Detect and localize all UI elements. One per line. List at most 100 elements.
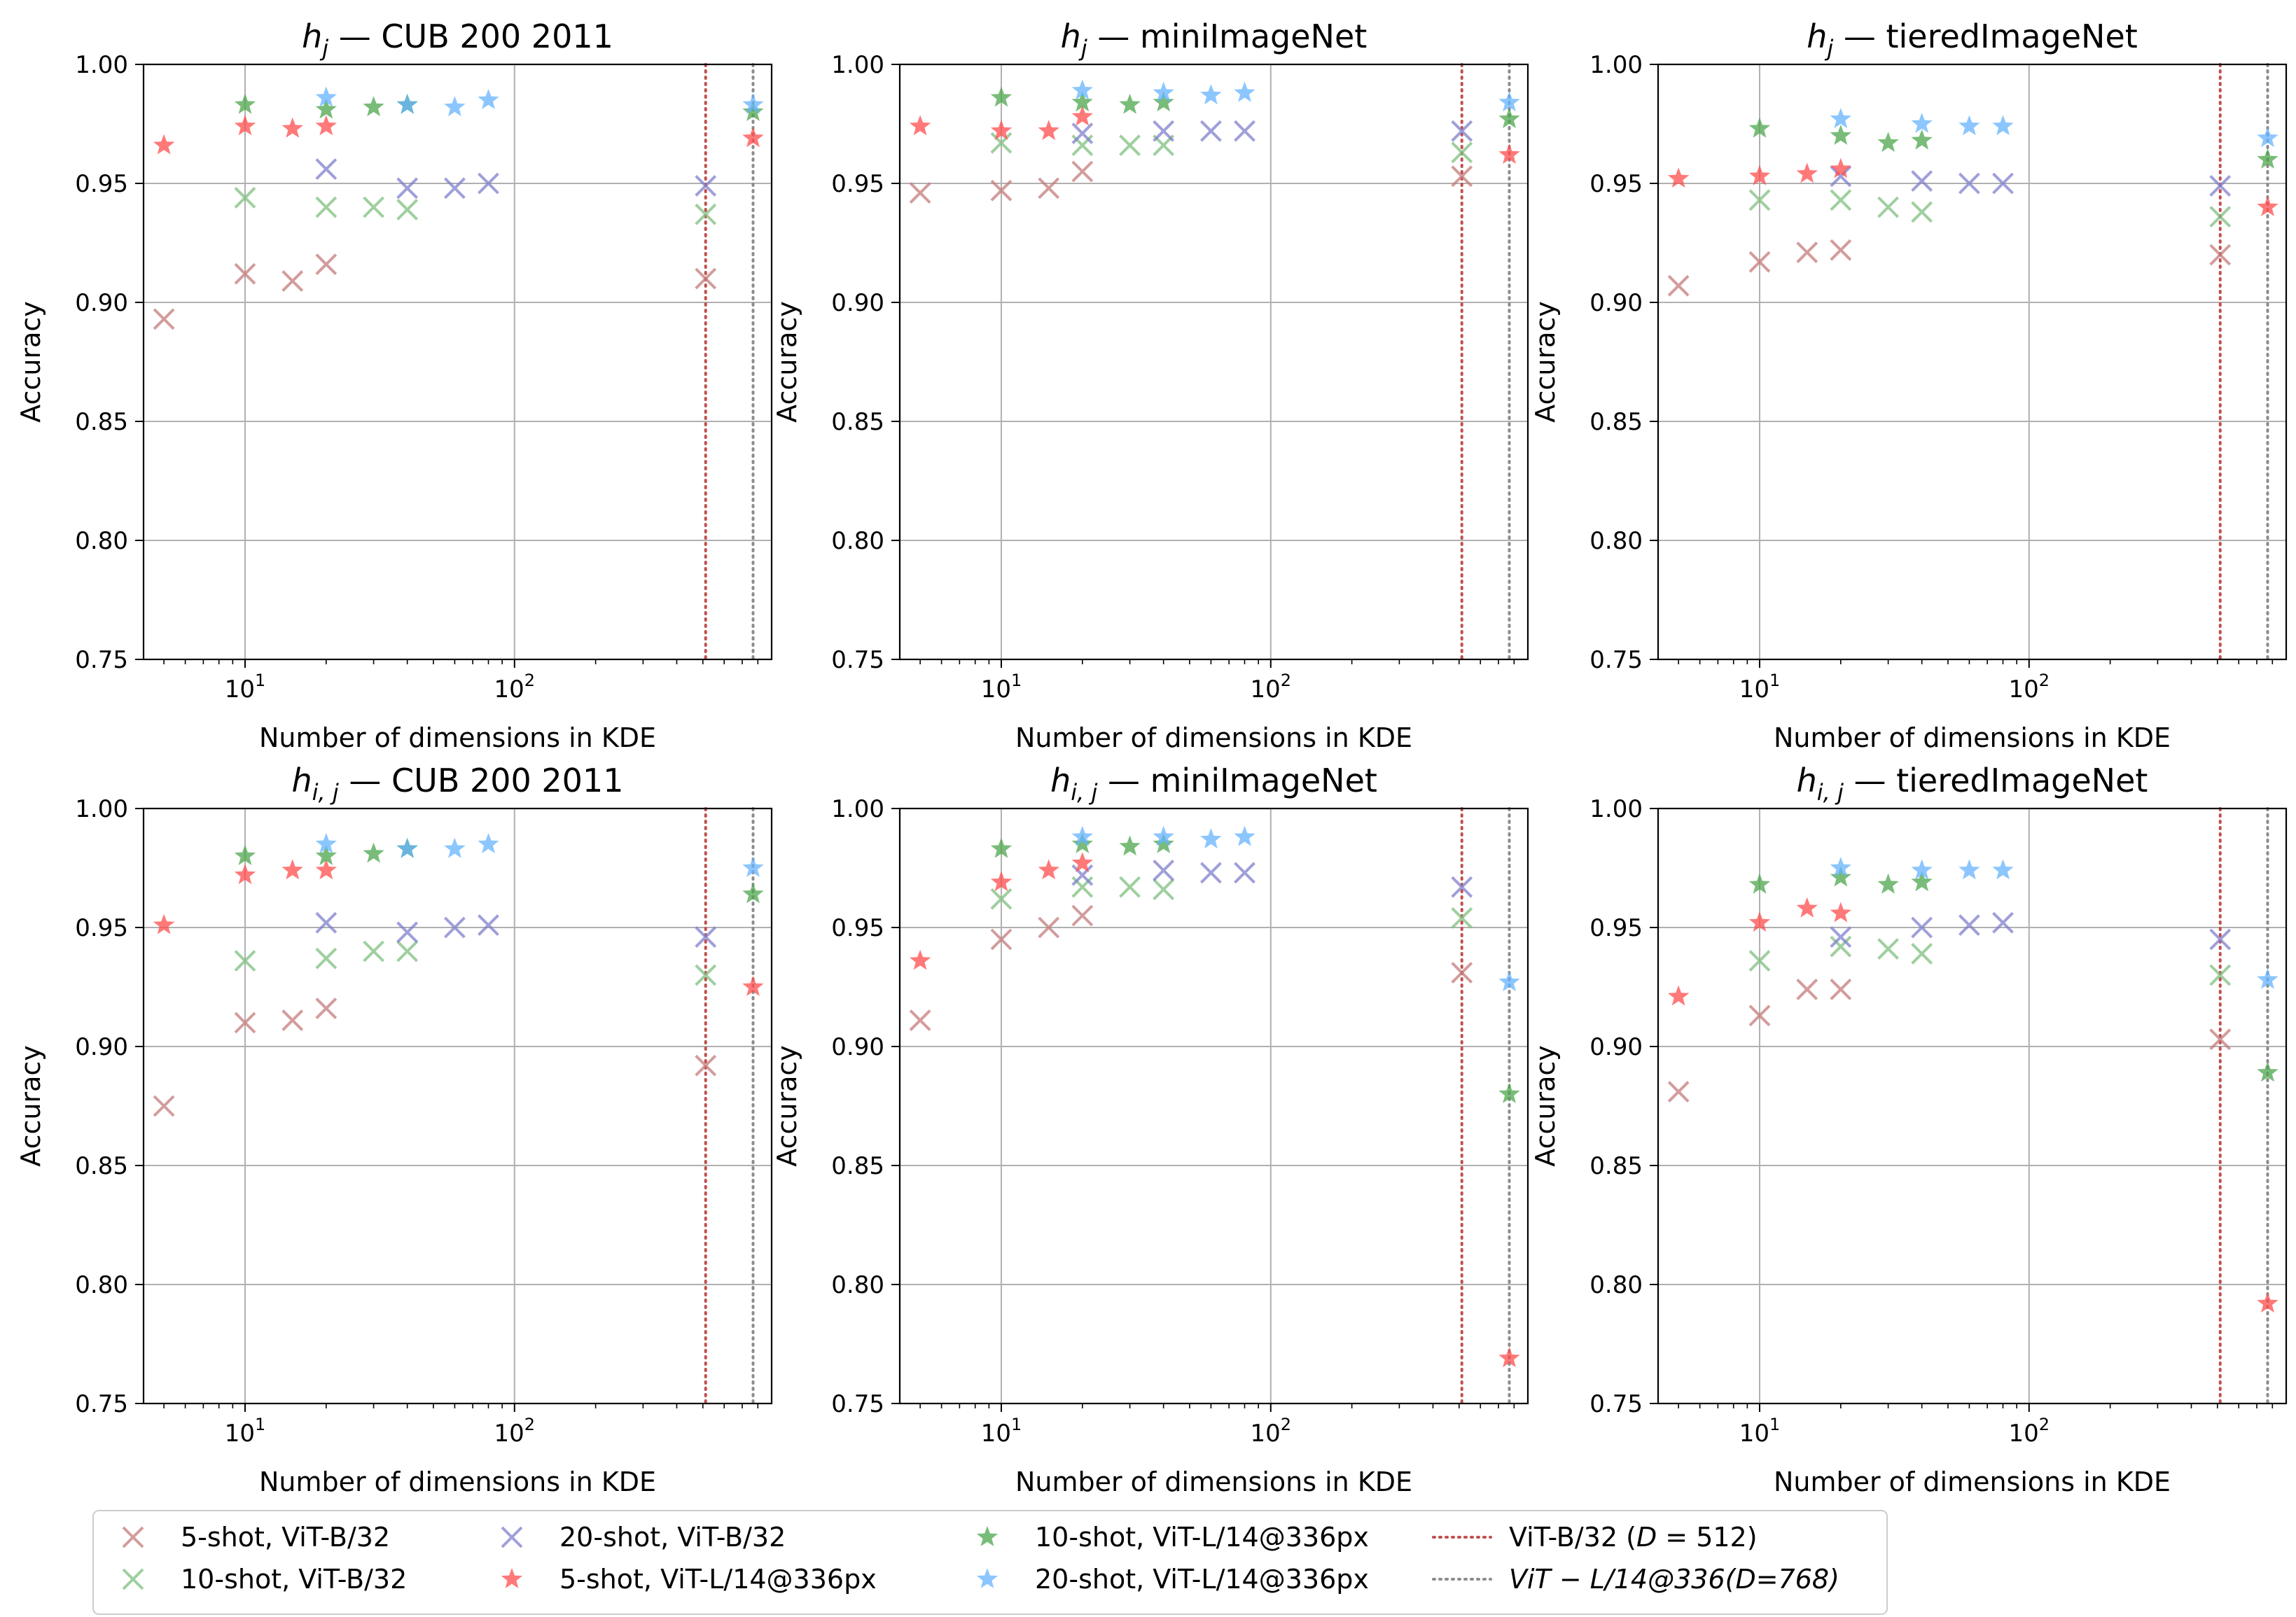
y-axis-label: Accuracy [772, 1045, 802, 1167]
data-point-s10b [695, 964, 717, 986]
data-point-s10l [1119, 93, 1141, 114]
x-tick-label: 102 [494, 671, 536, 704]
x-axis-label: Number of dimensions in KDE [1774, 1466, 2171, 1497]
y-tick-label: 1.00 [75, 795, 128, 823]
y-tick-label: 0.80 [75, 1271, 128, 1299]
data-point-s5b [234, 1011, 256, 1034]
data-point-s10l [1153, 833, 1174, 853]
data-point-s10b [315, 196, 338, 218]
subplot-title: hi, j — CUB 200 2011 [292, 762, 624, 806]
y-tick-label: 0.85 [1589, 1152, 1643, 1180]
data-point-s20l [1498, 91, 1520, 112]
y-tick-label: 0.80 [1589, 1271, 1643, 1299]
y-tick-label: 0.75 [1589, 646, 1643, 674]
y-tick-label: 0.75 [831, 646, 884, 674]
data-point-s10b [1153, 878, 1175, 901]
y-tick-label: 0.80 [75, 527, 128, 555]
legend-label: 20-shot, ViT-L/14@336px [1035, 1564, 1369, 1595]
data-point-s5l [1038, 859, 1059, 880]
data-point-s10l [315, 98, 337, 119]
data-point-s10b [695, 203, 717, 225]
y-tick-label: 0.95 [75, 914, 128, 942]
legend-label: 10-shot, ViT-L/14@336px [1035, 1522, 1369, 1553]
data-point-s20l [1911, 859, 1933, 880]
legend-item: ViT − L/14@336(D=768) [1432, 1564, 1839, 1595]
y-tick-label: 0.95 [831, 170, 884, 198]
legend-item: ViT-B/32 (D = 512) [1432, 1522, 1758, 1553]
legend-item: 5-shot, ViT-B/32 [122, 1522, 390, 1553]
data-point-s5b [153, 1095, 175, 1117]
data-point-s5l [1830, 902, 1851, 923]
data-point-s10l [1877, 132, 1899, 153]
data-point-s20l [742, 857, 764, 877]
data-point-s5b [315, 997, 338, 1020]
y-tick-label: 0.80 [831, 527, 884, 555]
data-point-s5l [2257, 1292, 2278, 1313]
legend-marker-s20l [976, 1568, 999, 1588]
data-point-s10b [363, 940, 384, 962]
data-point-s5l [1071, 852, 1093, 873]
data-point-s5l [1667, 167, 1690, 188]
data-point-s20b [1153, 859, 1175, 881]
data-point-s10b [2209, 964, 2232, 986]
data-point-s20b [1958, 914, 1980, 937]
y-tick-label: 1.00 [1589, 795, 1643, 823]
data-point-s10l [1498, 1083, 1520, 1103]
data-point-s5b [1451, 962, 1473, 984]
data-point-s5b [1038, 177, 1060, 200]
x-tick-label: 102 [1251, 1415, 1292, 1448]
x-tick-label: 102 [494, 1415, 536, 1448]
data-point-s20l [1830, 108, 1851, 129]
data-point-s5b [1038, 916, 1060, 939]
data-point-s20l [1958, 115, 1980, 136]
y-tick-label: 0.90 [831, 1033, 884, 1061]
data-point-s5l [1796, 897, 1818, 918]
y-tick-label: 0.90 [831, 289, 884, 317]
data-point-s5l [315, 859, 337, 880]
data-point-s5b [909, 1009, 931, 1032]
legend-label: 5-shot, ViT-B/32 [181, 1522, 390, 1553]
data-point-s20b [1992, 911, 2014, 934]
data-point-s10b [1119, 134, 1141, 157]
data-point-s10b [1911, 201, 1933, 223]
y-tick-label: 1.00 [831, 795, 884, 823]
x-tick-label: 101 [225, 1415, 266, 1448]
x-axis-label: Number of dimensions in KDE [1015, 722, 1412, 753]
data-point-s10l [1830, 866, 1851, 887]
data-point-s5l [1071, 105, 1093, 126]
legend-label: 10-shot, ViT-B/32 [181, 1564, 407, 1595]
y-tick-label: 0.95 [831, 914, 884, 942]
plot-frame [898, 807, 1529, 1405]
data-point-s20b [396, 177, 419, 200]
y-tick-label: 0.90 [1589, 1033, 1643, 1061]
data-point-s20l [1200, 84, 1222, 105]
data-point-s10b [234, 950, 256, 972]
data-point-s20b [2209, 928, 2232, 951]
y-axis-label: Accuracy [15, 301, 46, 423]
data-point-s20b [478, 914, 499, 937]
y-tick-label: 1.00 [75, 51, 128, 79]
y-axis-label: Accuracy [1530, 301, 1561, 423]
data-point-s10b [990, 132, 1013, 154]
y-tick-label: 0.85 [1589, 408, 1643, 436]
x-axis-label: Number of dimensions in KDE [1774, 722, 2171, 753]
y-axis-label: Accuracy [772, 301, 802, 423]
data-point-s10l [1748, 873, 1771, 894]
data-point-s10l [2257, 148, 2278, 169]
plot-frame [898, 63, 1529, 661]
data-point-s20l [315, 833, 337, 853]
subplot-title: hj — CUB 200 2011 [302, 18, 613, 62]
data-point-s10l [1830, 125, 1851, 145]
plot-frame [1657, 63, 2288, 661]
data-point-s10l [363, 842, 384, 863]
data-point-s20b [1911, 916, 1933, 939]
y-tick-label: 0.85 [831, 1152, 884, 1180]
plot-frame [1657, 807, 2288, 1405]
data-point-s20b [478, 172, 499, 195]
data-point-s20l [1234, 81, 1255, 102]
data-point-s5l [281, 859, 303, 880]
x-axis-label: Number of dimensions in KDE [259, 1466, 656, 1497]
data-point-s20l [1498, 971, 1520, 992]
legend-marker-s5b [122, 1526, 144, 1548]
